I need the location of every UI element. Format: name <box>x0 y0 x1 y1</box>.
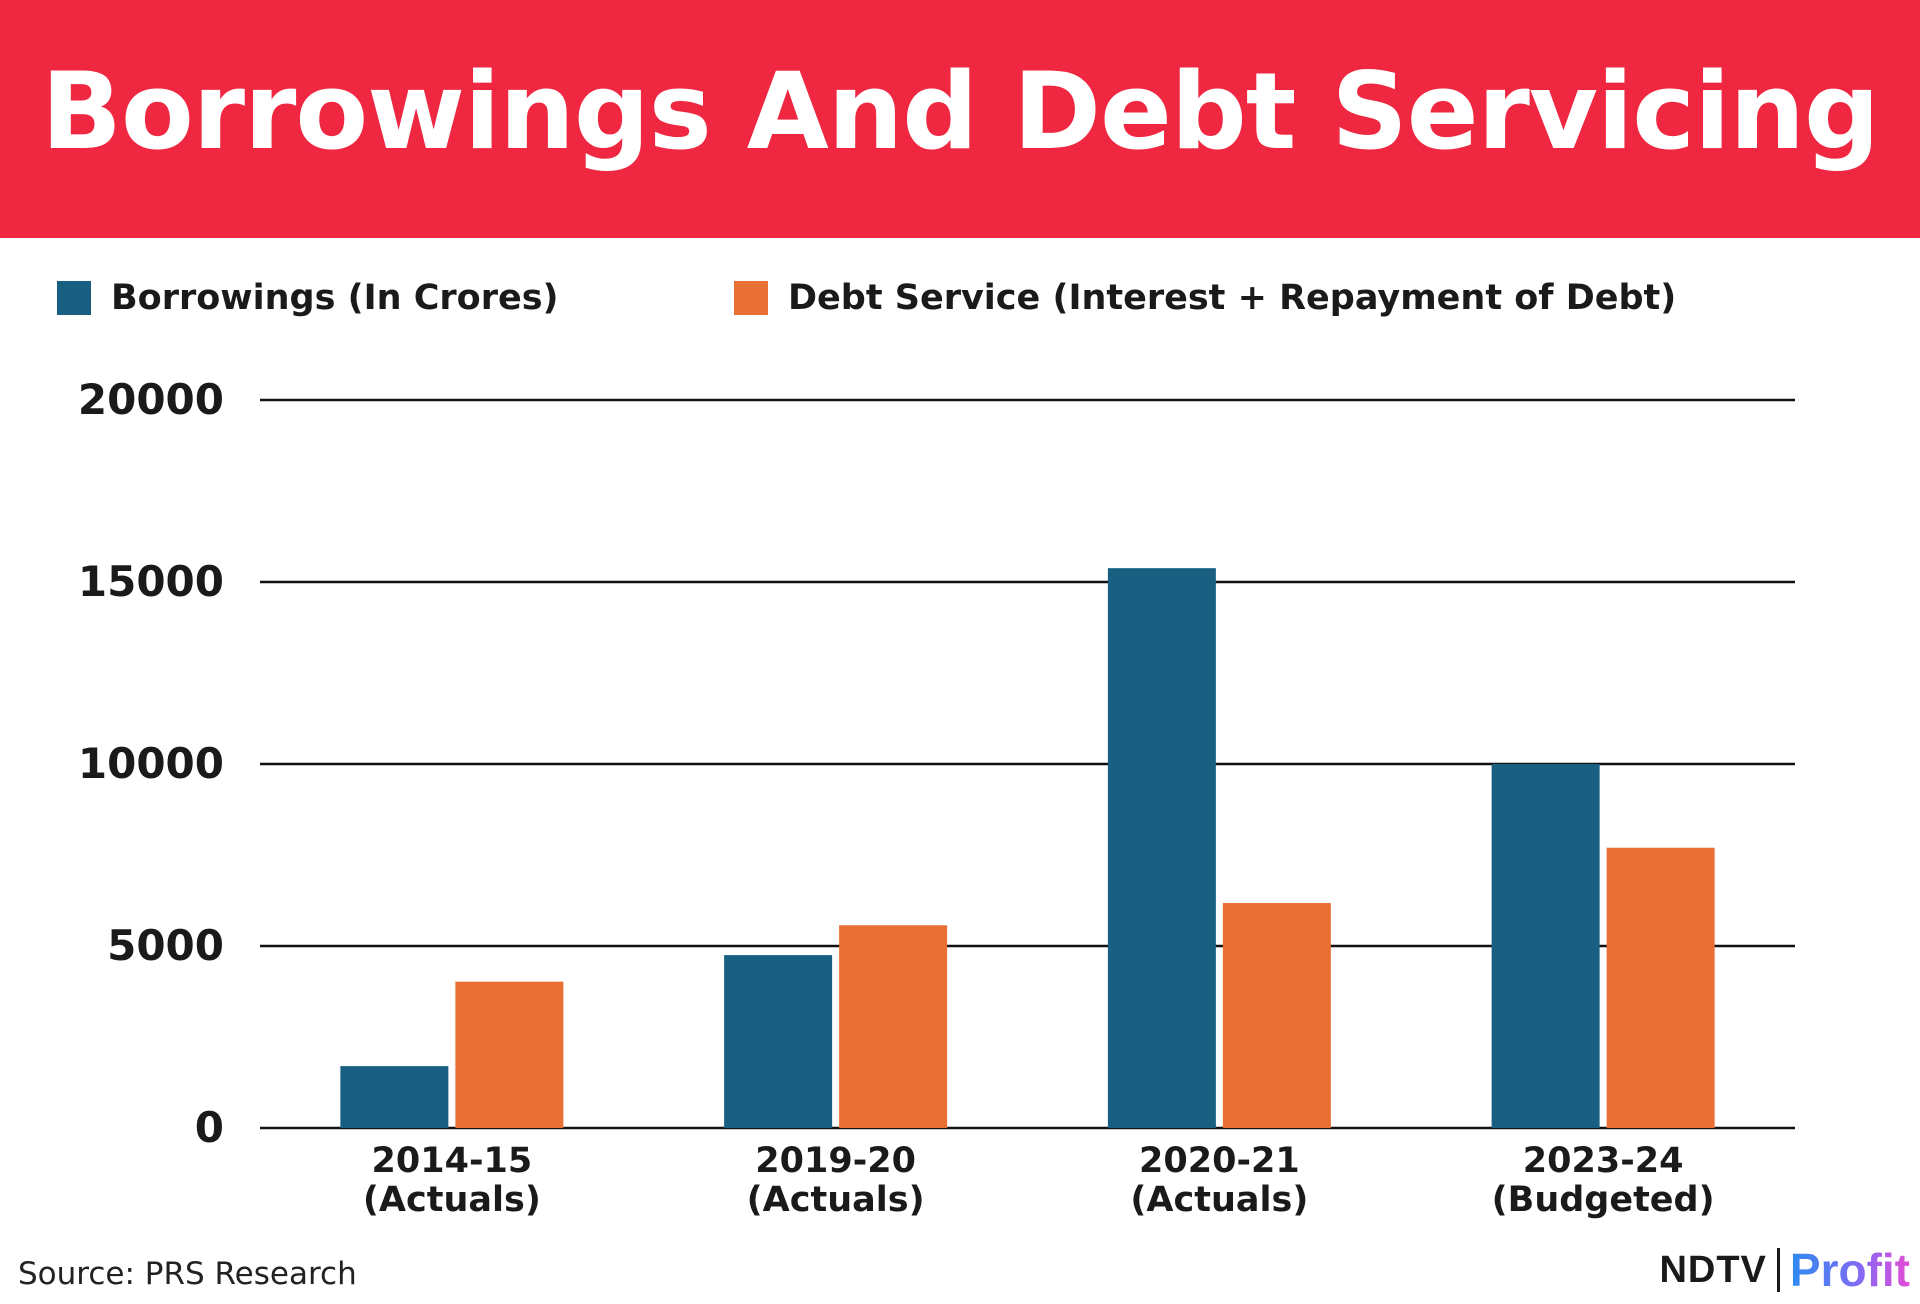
bar-debt-service-2019-20 <box>839 925 948 1128</box>
legend-item-debt-service: Debt Service (Interest + Repayment of De… <box>734 278 1676 318</box>
brand-profit: Profit <box>1789 1244 1910 1296</box>
chart-title: Borrowings And Debt Servicing <box>41 50 1880 173</box>
x-tick-label-2020-21-line2: (Actuals) <box>1130 1180 1308 1220</box>
x-tick-label-2023-24-line1: 2023-24 <box>1523 1141 1684 1181</box>
legend-item-borrowings: Borrowings (In Crores) <box>57 278 559 318</box>
x-tick-label-2019-20-line2: (Actuals) <box>747 1180 925 1220</box>
bar-debt-service-2020-21 <box>1222 903 1331 1128</box>
bar-borrowings-2023-24 <box>1491 764 1600 1128</box>
bar-debt-service-2014-15 <box>455 981 564 1128</box>
brand-divider <box>1776 1248 1780 1292</box>
bar-borrowings-2019-20 <box>724 955 833 1128</box>
legend: Borrowings (In Crores) Debt Service (Int… <box>0 278 1920 318</box>
y-tick-label-15000: 15000 <box>78 557 224 606</box>
x-tick-label-2014-15-line1: 2014-15 <box>372 1141 533 1181</box>
y-tick-label-5000: 5000 <box>107 921 224 970</box>
brand-logo: NDTV Profit <box>1659 1244 1910 1296</box>
y-tick-label-0: 0 <box>195 1103 224 1152</box>
bar-borrowings-2014-15 <box>340 1066 449 1128</box>
legend-swatch-debt-service <box>734 281 768 315</box>
legend-label-borrowings: Borrowings (In Crores) <box>111 278 559 318</box>
x-tick-label-2020-21-line1: 2020-21 <box>1139 1141 1300 1181</box>
bar-borrowings-2020-21 <box>1107 568 1216 1128</box>
y-tick-label-10000: 10000 <box>78 739 224 788</box>
x-tick-label-2014-15-line2: (Actuals) <box>363 1180 541 1220</box>
brand-ndtv: NDTV <box>1659 1248 1767 1291</box>
x-tick-label-2019-20-line1: 2019-20 <box>755 1141 916 1181</box>
source-note: Source: PRS Research <box>18 1256 357 1292</box>
legend-swatch-borrowings <box>57 281 91 315</box>
y-tick-label-20000: 20000 <box>78 375 224 424</box>
title-band: Borrowings And Debt Servicing <box>0 0 1920 238</box>
x-tick-label-2023-24-line2: (Budgeted) <box>1492 1180 1715 1220</box>
bar-debt-service-2023-24 <box>1606 847 1715 1128</box>
legend-label-debt-service: Debt Service (Interest + Repayment of De… <box>788 278 1677 318</box>
